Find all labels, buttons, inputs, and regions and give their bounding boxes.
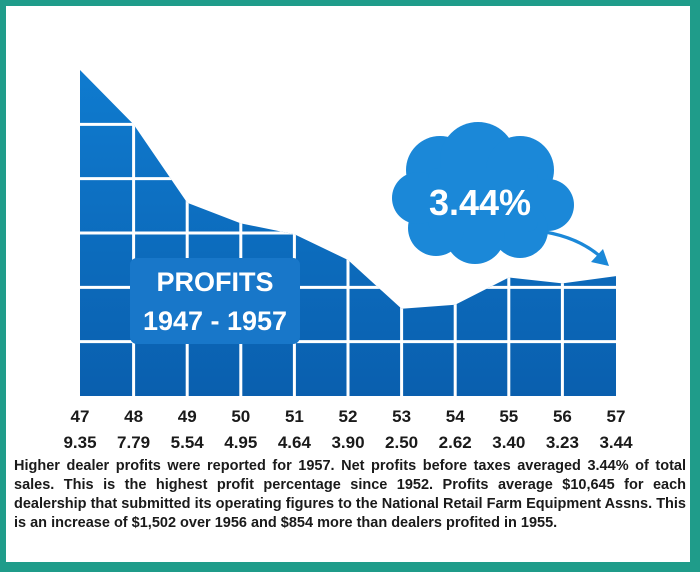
- callout-arrowhead: [591, 249, 609, 266]
- callout-label: 3.44%: [429, 182, 531, 223]
- x-tick-label: 47: [71, 407, 90, 426]
- value-label: 2.62: [439, 433, 472, 452]
- x-tick-label: 49: [178, 407, 197, 426]
- x-tick-label: 57: [607, 407, 626, 426]
- x-tick-label: 54: [446, 407, 465, 426]
- x-tick-labels: 47 48 49 50 51 52 53 54 55 56 57: [71, 407, 626, 426]
- x-tick-label: 52: [339, 407, 358, 426]
- x-tick-label: 55: [499, 407, 518, 426]
- callout: 3.44%: [392, 122, 609, 266]
- value-label: 7.79: [117, 433, 150, 452]
- x-tick-label: 50: [231, 407, 250, 426]
- value-labels: 9.35 7.79 5.54 4.95 4.64 3.90 2.50 2.62 3.40 3.23…: [63, 433, 633, 452]
- value-label: 2.50: [385, 433, 418, 452]
- chart-title: PROFITS: [156, 267, 273, 297]
- caption-text: Higher dealer profits were reported for …: [14, 458, 686, 531]
- callout-cloud: [392, 122, 574, 264]
- value-label: 9.35: [63, 433, 96, 452]
- value-label: 3.90: [331, 433, 364, 452]
- title-box: PROFITS 1947 - 1957: [130, 258, 300, 344]
- x-tick-label: 56: [553, 407, 572, 426]
- value-label: 3.23: [546, 433, 579, 452]
- value-label: 3.40: [492, 433, 525, 452]
- x-tick-label: 51: [285, 407, 304, 426]
- value-label: 5.54: [171, 433, 205, 452]
- value-label: 4.95: [224, 433, 257, 452]
- callout-arrow: [544, 230, 604, 260]
- value-label: 4.64: [278, 433, 312, 452]
- x-tick-label: 53: [392, 407, 411, 426]
- chart-subtitle: 1947 - 1957: [143, 306, 287, 336]
- value-label: 3.44: [599, 433, 633, 452]
- x-tick-label: 48: [124, 407, 143, 426]
